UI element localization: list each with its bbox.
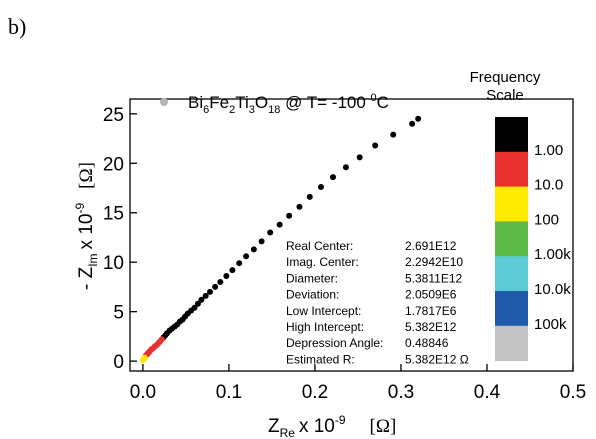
data-point [202, 292, 209, 299]
frequency-scale-label: 1.00k [534, 246, 571, 263]
frequency-scale-title: Frequency [470, 69, 541, 86]
x-axis-label: ZRe x 10-9 [Ω] [268, 413, 396, 439]
legend: Bi6Fe2Ti3O18 @ T= -100 0C [160, 92, 389, 116]
data-point [317, 184, 324, 191]
fit-label: Low Intercept: [286, 304, 361, 318]
y-tick-label: 25 [103, 105, 124, 126]
x-tick-label: 0.4 [474, 382, 501, 403]
fit-value: 5.3811E12 [405, 271, 462, 285]
fit-results: Real Center: 2.691E12 Imag. Center: 2.2942E… [286, 239, 469, 366]
y-tick-label: 5 [113, 303, 124, 324]
data-points [139, 115, 422, 364]
fit-value: 1.7817E6 [405, 304, 457, 318]
y-tick-label: 0 [113, 352, 124, 373]
x-tick-label: 0.0 [130, 382, 156, 403]
y-axis-label: - ZImx 10-9[Ω] [73, 162, 100, 290]
fit-label: Depression Angle: [286, 336, 383, 350]
frequency-scale-segment [495, 221, 528, 257]
data-point [390, 131, 397, 138]
frequency-scale-label: 100k [534, 316, 567, 333]
panel-label: b) [8, 14, 26, 39]
data-point [409, 120, 416, 127]
data-point [286, 212, 293, 219]
x-tick-label: 0.5 [560, 382, 586, 403]
legend-marker [160, 98, 168, 106]
fit-value: 5.382E12 Ω [405, 352, 469, 366]
fit-label: Imag. Center: [286, 255, 359, 269]
fit-label: Real Center: [286, 239, 353, 253]
fit-label: Diameter: [286, 271, 338, 285]
data-point [296, 203, 303, 210]
frequency-scale-segment [495, 186, 528, 222]
data-point [330, 174, 337, 181]
data-point [212, 283, 219, 290]
data-point [372, 142, 379, 149]
data-point [198, 296, 205, 303]
fit-label: Estimated R: [286, 352, 355, 366]
data-point [356, 154, 363, 161]
x-axis-ticks: 0.0 0.1 0.2 0.3 0.4 0.5 [130, 364, 586, 403]
fit-label: Deviation: [286, 288, 339, 302]
y-tick-label: 20 [103, 154, 124, 175]
y-tick-label: 15 [103, 204, 124, 225]
data-point [229, 267, 236, 274]
data-point [342, 164, 349, 171]
frequency-scale-label: 10.0k [534, 281, 571, 298]
frequency-scale-segment [495, 325, 528, 362]
fit-value: 0.48846 [405, 336, 449, 350]
frequency-scale: Frequency Scale 1.00 10.0 100 1.00k 10.0k 100… [470, 69, 571, 362]
data-point [206, 288, 213, 295]
frequency-scale-label: 100 [534, 211, 559, 228]
y-axis-ticks: 0 5 10 15 20 25 [103, 105, 137, 373]
frequency-scale-segment [495, 291, 528, 327]
frequency-scale-segment [495, 151, 528, 188]
data-point [415, 115, 422, 122]
y-tick-label: 10 [103, 253, 124, 274]
fit-value: 2.2942E10 [405, 255, 463, 269]
data-point [217, 278, 224, 285]
frequency-scale-label: 1.00 [534, 142, 563, 159]
frequency-scale-subtitle: Scale [486, 87, 524, 104]
frequency-scale-segment [495, 117, 528, 153]
data-point [250, 246, 257, 253]
data-point [194, 300, 201, 307]
frequency-scale-label: 10.0 [534, 177, 563, 194]
fit-value: 2.0509E6 [405, 288, 457, 302]
x-tick-label: 0.3 [388, 382, 414, 403]
data-point [236, 260, 243, 267]
plot-frame [129, 98, 574, 372]
frequency-scale-segment [495, 256, 528, 292]
frequency-scale-bar: 1.00 10.0 100 1.00k 10.0k 100k [495, 117, 571, 362]
fit-value: 5.382E12 [405, 320, 457, 334]
data-point [306, 193, 313, 200]
data-point [258, 238, 265, 245]
data-point [267, 229, 274, 236]
x-tick-label: 0.2 [302, 382, 328, 403]
data-point [139, 357, 146, 364]
data-point [223, 273, 230, 280]
fit-value: 2.691E12 [405, 239, 457, 253]
x-tick-label: 0.1 [216, 382, 242, 403]
legend-entry: Bi6Fe2Ti3O18 @ T= -100 0C [188, 92, 389, 116]
data-point [243, 253, 250, 260]
fit-label: High Intercept: [286, 320, 364, 334]
data-point [276, 221, 283, 228]
